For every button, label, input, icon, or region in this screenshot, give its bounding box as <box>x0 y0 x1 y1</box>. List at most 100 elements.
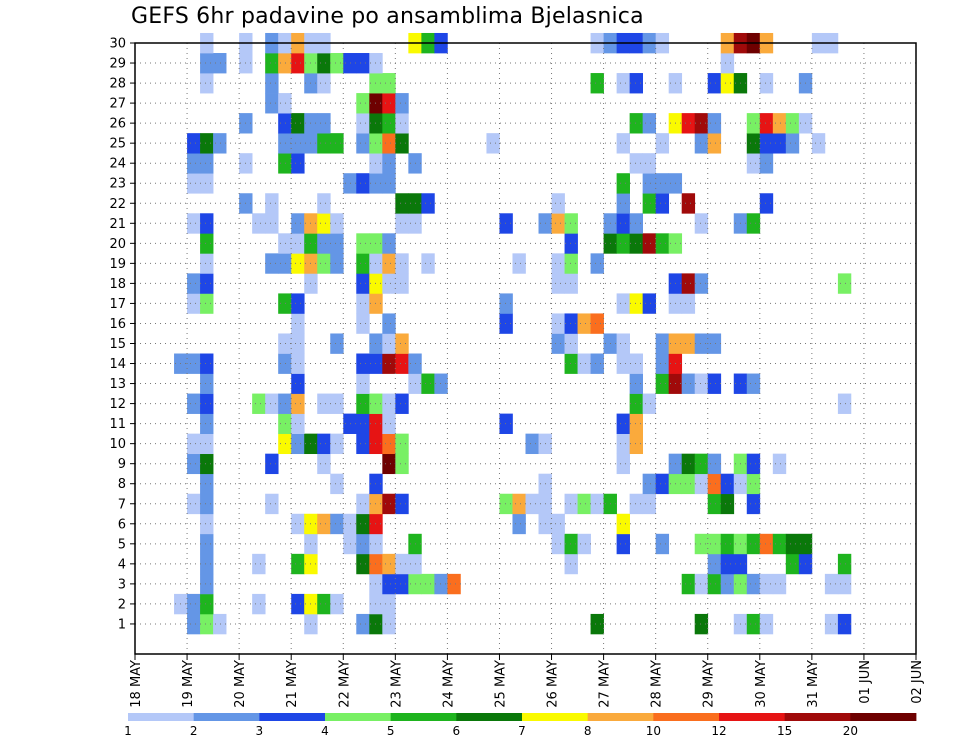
heatmap-cell <box>564 533 578 555</box>
y-tick-label: 13 <box>109 377 126 392</box>
y-tick-label: 15 <box>109 337 126 352</box>
heatmap-cell <box>200 413 214 434</box>
legend-swatch <box>719 713 786 721</box>
legend-label: 20 <box>843 724 858 738</box>
legend-swatch <box>128 713 195 721</box>
heatmap-cell <box>590 493 604 515</box>
heatmap-cell <box>187 593 201 615</box>
x-tick-label: 22 MAY <box>337 660 352 708</box>
heatmap-cell <box>694 273 709 294</box>
heatmap-cell <box>655 353 670 374</box>
y-tick-label: 12 <box>109 397 126 412</box>
heatmap-cell <box>200 133 214 154</box>
heatmap-cell <box>252 553 266 575</box>
heatmap-cell <box>395 573 409 595</box>
heatmap-cell <box>707 553 722 575</box>
heatmap-cell <box>395 553 409 575</box>
heatmap-cell <box>629 413 643 434</box>
heatmap-cell <box>356 253 370 274</box>
y-tick-label: 10 <box>109 437 126 452</box>
heatmap-cell <box>200 553 214 575</box>
heatmap-cell <box>421 253 435 274</box>
heatmap-cell <box>395 113 409 134</box>
x-tick-label: 25 MAY <box>494 660 509 708</box>
heatmap-cell <box>590 353 604 374</box>
heatmap-cell <box>317 253 331 274</box>
heatmap-cell <box>317 73 331 94</box>
y-tick-label: 1 <box>118 617 126 632</box>
heatmap-cell <box>707 333 722 354</box>
heatmap-cell <box>200 513 214 535</box>
heatmap-cell <box>655 233 670 254</box>
heatmap-cell <box>720 493 735 515</box>
heatmap-cell <box>356 113 370 134</box>
heatmap-cell <box>746 573 761 595</box>
heatmap-cell <box>330 213 344 234</box>
heatmap-cell <box>655 133 670 154</box>
heatmap-cell <box>629 213 643 234</box>
y-tick-label: 25 <box>109 137 126 152</box>
heatmap-cell <box>382 593 396 615</box>
heatmap-cell <box>265 393 279 414</box>
heatmap-cell <box>837 393 852 414</box>
y-tick-label: 8 <box>118 477 126 492</box>
heatmap-cell <box>564 233 578 254</box>
y-tick-label: 28 <box>109 77 126 92</box>
heatmap-cell <box>564 333 578 354</box>
heatmap-cell <box>278 133 292 154</box>
heatmap-cell <box>213 613 227 635</box>
heatmap-cell <box>200 613 214 635</box>
heatmap-cell <box>694 373 709 394</box>
heatmap-cell <box>707 473 722 495</box>
heatmap-cell <box>785 553 800 575</box>
heatmap-cell <box>590 613 604 635</box>
heatmap-cell <box>317 593 331 615</box>
heatmap-cell <box>395 253 409 274</box>
heatmap-cell <box>642 113 657 134</box>
heatmap-cell <box>629 113 643 134</box>
heatmap-cell <box>356 273 370 294</box>
plot-frame <box>134 42 917 655</box>
heatmap-cell <box>278 253 292 274</box>
heatmap-cell <box>421 573 435 595</box>
heatmap-cell <box>746 213 761 234</box>
heatmap-cell <box>642 193 657 214</box>
legend-label: 2 <box>190 724 198 738</box>
heatmap-cell <box>837 573 852 595</box>
heatmap-cell <box>265 73 279 94</box>
heatmap-cell <box>395 433 409 455</box>
heatmap-cell <box>772 573 787 595</box>
x-tick-label: 27 MAY <box>598 660 613 708</box>
heatmap-cell <box>694 113 709 134</box>
heatmap-cell <box>382 613 396 635</box>
heatmap-cell <box>759 73 774 94</box>
heatmap-cell <box>564 273 578 294</box>
y-tick-label: 18 <box>109 277 126 292</box>
heatmap-cell <box>291 333 305 354</box>
heatmap-cell <box>382 273 396 294</box>
heatmap-cell <box>694 453 709 475</box>
heatmap-cell <box>616 233 630 254</box>
heatmap-cell <box>317 453 331 475</box>
heatmap-cell <box>564 353 578 374</box>
y-tick-label: 3 <box>118 577 126 592</box>
heatmap-cell <box>707 493 722 515</box>
legend-label: 15 <box>777 724 792 738</box>
heatmap-cell <box>642 173 657 194</box>
heatmap-cell <box>356 233 370 254</box>
heatmap-cell <box>317 433 331 455</box>
heatmap-cell <box>746 613 761 635</box>
heatmap-cell <box>655 333 670 354</box>
legend-label: 4 <box>321 724 329 738</box>
heatmap-cell <box>330 593 344 615</box>
heatmap-cell <box>187 393 201 414</box>
heatmap-cell <box>291 253 305 274</box>
heatmap-cell <box>551 253 565 274</box>
heatmap-cell <box>291 53 305 74</box>
chart-title: GEFS 6hr padavine po ansamblima Bjelasni… <box>131 4 644 29</box>
y-axis: 1234567891011121314151617181920212223242… <box>109 37 135 632</box>
heatmap-cell <box>629 353 643 374</box>
heatmap-cell <box>720 533 735 555</box>
heatmap-cell <box>746 533 761 555</box>
heatmap-cell <box>317 53 331 74</box>
